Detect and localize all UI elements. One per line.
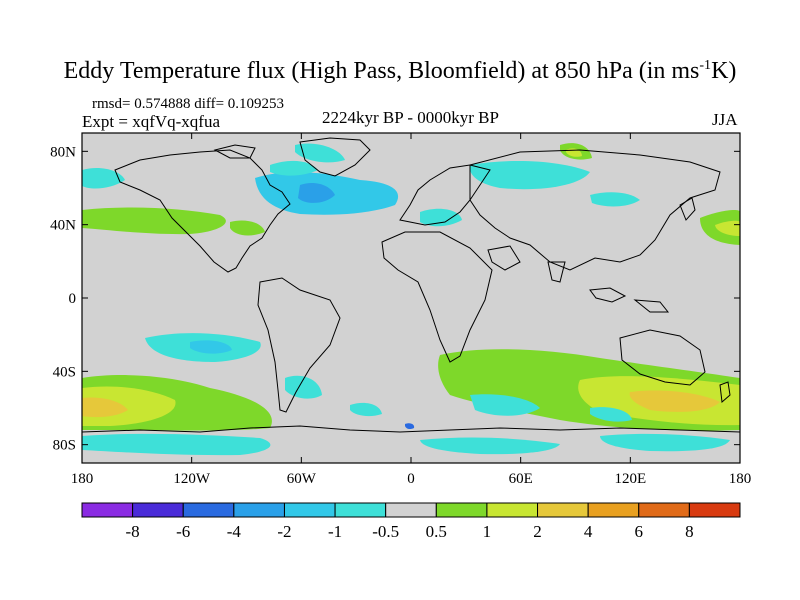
contour-region — [350, 402, 382, 417]
contour-fields — [82, 143, 740, 456]
colorbar-swatch — [385, 502, 437, 518]
colorbar-label: 2 — [533, 522, 542, 541]
contour-region — [190, 340, 232, 354]
colorbar-label: 8 — [685, 522, 694, 541]
contour-region — [715, 220, 740, 236]
y-tick-label: 40N — [50, 218, 76, 234]
colorbar-label: 1 — [483, 522, 492, 541]
colorbar-swatch — [486, 502, 539, 518]
contour-region — [298, 183, 335, 203]
contour-region — [629, 390, 720, 412]
colorbar-label: 6 — [635, 522, 644, 541]
colorbar-swatch — [688, 502, 741, 518]
y-axis: 80N 40N 0 40S 80S — [50, 144, 740, 454]
colorbar-label: -4 — [227, 522, 242, 541]
contour-region — [82, 207, 226, 235]
x-tick-label: 0 — [407, 471, 415, 487]
contour-region — [285, 375, 322, 399]
x-axis: 180 120W 60W 0 60E 120E 180 — [71, 133, 752, 487]
colorbar-label: -0.5 — [372, 522, 399, 541]
period-label: 2224kyr BP - 0000kyr BP — [322, 108, 499, 127]
x-tick-label: 180 — [71, 471, 94, 487]
colorbar-swatch — [233, 502, 285, 518]
contour-region — [420, 208, 462, 227]
colorbar-swatch — [182, 502, 235, 518]
colorbar-swatch — [283, 502, 336, 518]
contour-region — [600, 433, 730, 452]
experiment-label: Expt = xqfVq-xqfua — [82, 112, 221, 131]
y-tick-label: 80S — [53, 438, 76, 454]
season-label: JJA — [712, 110, 738, 129]
colorbar-swatch — [334, 502, 387, 518]
contour-region — [82, 433, 271, 456]
contour-region — [590, 192, 640, 207]
contour-region — [82, 168, 125, 189]
contour-region — [470, 394, 540, 416]
x-tick-label: 120E — [614, 471, 646, 487]
colorbar-swatch — [435, 502, 488, 518]
y-tick-label: 80N — [50, 144, 76, 160]
colorbar-label: -2 — [277, 522, 291, 541]
x-tick-label: 180 — [729, 471, 752, 487]
colorbar-label: 4 — [584, 522, 593, 541]
colorbar-swatch — [587, 502, 640, 518]
x-tick-label: 120W — [173, 471, 211, 487]
colorbar-swatch — [132, 502, 184, 518]
colorbar-label: -8 — [126, 522, 140, 541]
contour-region — [405, 423, 415, 430]
chart-title: Eddy Temperature flux (High Pass, Bloomf… — [63, 58, 737, 84]
contour-region — [420, 437, 560, 455]
colorbar-swatch — [638, 502, 690, 518]
colorbar: -8 -6 -4 -2 -1 -0.5 0.5 1 2 4 6 8 — [81, 502, 741, 541]
colorbar-swatch — [81, 502, 134, 518]
x-tick-label: 60E — [509, 471, 533, 487]
contour-region — [469, 160, 590, 190]
contour-region — [590, 407, 632, 422]
contour-region — [82, 397, 128, 418]
contour-region — [295, 143, 345, 163]
colorbar-label: -6 — [176, 522, 190, 541]
x-tick-label: 60W — [287, 471, 317, 487]
stats-label: rmsd= 0.574888 diff= 0.109253 — [92, 96, 285, 112]
colorbar-swatch — [537, 502, 589, 518]
y-tick-label: 40S — [53, 364, 76, 380]
y-tick-label: 0 — [69, 291, 77, 307]
coastlines — [82, 137, 740, 433]
colorbar-label: 0.5 — [426, 522, 447, 541]
contour-region — [230, 220, 265, 236]
contour-region — [270, 160, 318, 176]
colorbar-label: -1 — [328, 522, 342, 541]
